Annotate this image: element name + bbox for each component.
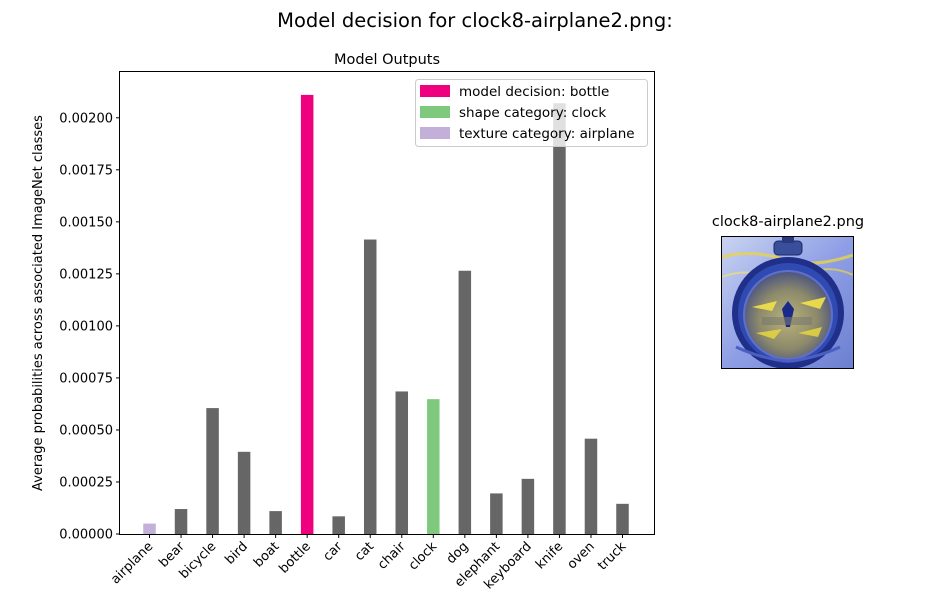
thumbnail-title: clock8-airplane2.png	[711, 214, 865, 230]
bar-car	[332, 516, 345, 534]
x-tick-label: bottle	[277, 539, 314, 576]
y-axis: 0.00000 0.00025 0.00050 0.00075 0.00100 0.001…	[59, 111, 120, 543]
x-tick-label: bird	[222, 539, 250, 567]
legend-swatch	[420, 85, 450, 97]
y-tick-label: 0.00025	[59, 475, 113, 490]
legend-label: model decision: bottle	[459, 84, 609, 100]
y-tick-label: 0.00050	[59, 423, 113, 438]
bar-chair	[395, 391, 409, 534]
bar-airplane	[143, 523, 156, 534]
x-tick-label: clock	[406, 539, 441, 574]
bars-group	[143, 94, 629, 534]
legend: model decision: bottle shape category: cl…	[415, 79, 648, 147]
x-tick-label: oven	[565, 539, 598, 572]
x-tick-label: chair	[375, 539, 409, 573]
stylized-clock-image	[722, 237, 853, 368]
y-tick-label: 0.00125	[59, 267, 113, 282]
plot-frame	[119, 71, 655, 535]
legend-swatch	[420, 127, 450, 139]
bar-knife	[553, 103, 566, 534]
figure-title: Model decision for clock8-airplane2.png:	[277, 9, 673, 32]
y-tick-label: 0.00100	[59, 319, 113, 334]
x-tick-label: cat	[352, 539, 377, 564]
x-tick-label: truck	[595, 539, 630, 574]
bar-dog	[458, 270, 472, 534]
y-axis-label: Average probabilities across associated …	[31, 115, 46, 491]
bar-boat	[269, 511, 282, 534]
chart-title: Model Outputs	[334, 52, 440, 68]
y-tick-label: 0.00200	[59, 111, 113, 126]
bar-elephant	[490, 493, 503, 534]
y-tick-label: 0.00150	[59, 215, 113, 230]
bar-truck	[616, 503, 629, 534]
bar-bicycle	[206, 408, 219, 534]
bar-keyboard	[521, 478, 535, 534]
bar-cat	[363, 239, 377, 534]
y-tick-label: 0.00175	[59, 163, 113, 178]
bar-bottle	[300, 94, 314, 534]
x-tick-label: knife	[533, 539, 566, 572]
y-tick-label: 0.00075	[59, 371, 113, 386]
bar-oven	[584, 438, 598, 534]
stimulus-image	[721, 236, 854, 369]
legend-swatch	[420, 106, 450, 118]
legend-label: texture category: airplane	[459, 126, 635, 142]
bar-bear	[174, 509, 188, 534]
y-tick-label: 0.00000	[59, 528, 113, 543]
legend-label: shape category: clock	[459, 105, 606, 121]
x-tick-label: airplane	[108, 539, 156, 587]
legend-box	[415, 79, 648, 147]
bar-clock	[427, 399, 440, 534]
x-tick-label: car	[320, 539, 346, 565]
bar-bird	[237, 451, 251, 534]
